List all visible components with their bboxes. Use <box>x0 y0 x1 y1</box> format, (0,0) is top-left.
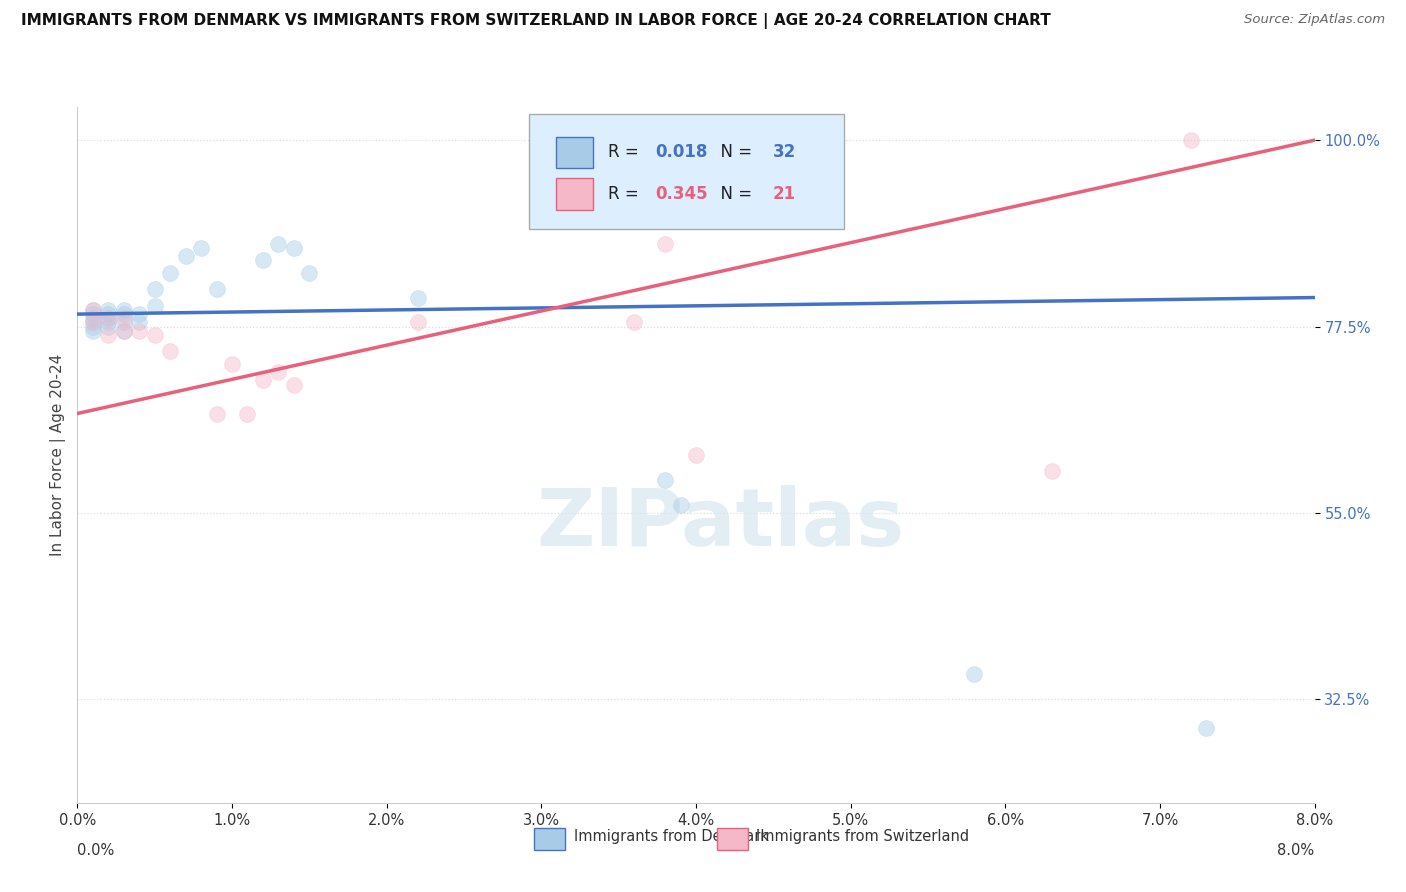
Point <box>406 291 429 305</box>
Point <box>128 315 150 329</box>
Point <box>97 307 120 321</box>
Point <box>82 324 104 338</box>
Point <box>252 373 274 387</box>
Point <box>82 303 104 318</box>
Text: Source: ZipAtlas.com: Source: ZipAtlas.com <box>1244 13 1385 27</box>
Text: 0.018: 0.018 <box>655 144 707 161</box>
Point <box>221 357 243 371</box>
Point <box>143 282 166 296</box>
Point <box>205 282 228 296</box>
Point <box>143 327 166 342</box>
Text: N =: N = <box>710 144 756 161</box>
Point <box>128 307 150 321</box>
Text: 8.0%: 8.0% <box>1278 843 1315 858</box>
Point <box>283 377 305 392</box>
Point <box>1195 721 1218 735</box>
Point <box>236 407 259 421</box>
Y-axis label: In Labor Force | Age 20-24: In Labor Force | Age 20-24 <box>51 354 66 556</box>
Point <box>623 315 645 329</box>
Point <box>82 315 104 329</box>
Point <box>112 303 135 318</box>
Point <box>82 319 104 334</box>
FancyBboxPatch shape <box>557 178 593 210</box>
Text: 21: 21 <box>773 185 796 203</box>
Text: 0.0%: 0.0% <box>77 843 114 858</box>
Text: R =: R = <box>609 144 644 161</box>
Text: Immigrants from Switzerland: Immigrants from Switzerland <box>756 830 970 844</box>
Point <box>406 315 429 329</box>
Text: ZIPatlas: ZIPatlas <box>537 485 905 564</box>
Point <box>112 311 135 326</box>
Point <box>298 266 321 280</box>
FancyBboxPatch shape <box>529 114 845 229</box>
Point <box>174 249 197 263</box>
Point <box>685 448 707 462</box>
Point <box>82 303 104 318</box>
Point <box>97 311 120 326</box>
Point <box>97 327 120 342</box>
Point <box>669 498 692 512</box>
Point <box>654 236 676 251</box>
Point <box>283 241 305 255</box>
Point <box>963 667 986 681</box>
Point <box>97 303 120 318</box>
Point <box>654 473 676 487</box>
Text: R =: R = <box>609 185 644 203</box>
Text: 0.345: 0.345 <box>655 185 707 203</box>
Text: Immigrants from Denmark: Immigrants from Denmark <box>574 830 769 844</box>
Point <box>159 266 181 280</box>
Point <box>97 315 120 329</box>
Point <box>112 315 135 329</box>
Point <box>112 324 135 338</box>
Point <box>267 365 290 379</box>
Point <box>82 307 104 321</box>
Point <box>252 253 274 268</box>
Point <box>97 311 120 326</box>
Point <box>205 407 228 421</box>
Point <box>159 344 181 359</box>
Point <box>128 324 150 338</box>
Point <box>1180 133 1202 147</box>
Text: 32: 32 <box>773 144 796 161</box>
Text: IMMIGRANTS FROM DENMARK VS IMMIGRANTS FROM SWITZERLAND IN LABOR FORCE | AGE 20-2: IMMIGRANTS FROM DENMARK VS IMMIGRANTS FR… <box>21 13 1050 29</box>
Text: N =: N = <box>710 185 756 203</box>
Point <box>97 319 120 334</box>
Point <box>112 307 135 321</box>
Point <box>1040 465 1063 479</box>
Point <box>112 324 135 338</box>
Point <box>143 299 166 313</box>
Point <box>82 315 104 329</box>
FancyBboxPatch shape <box>557 136 593 168</box>
Point <box>82 311 104 326</box>
Point <box>267 236 290 251</box>
Point <box>190 241 212 255</box>
